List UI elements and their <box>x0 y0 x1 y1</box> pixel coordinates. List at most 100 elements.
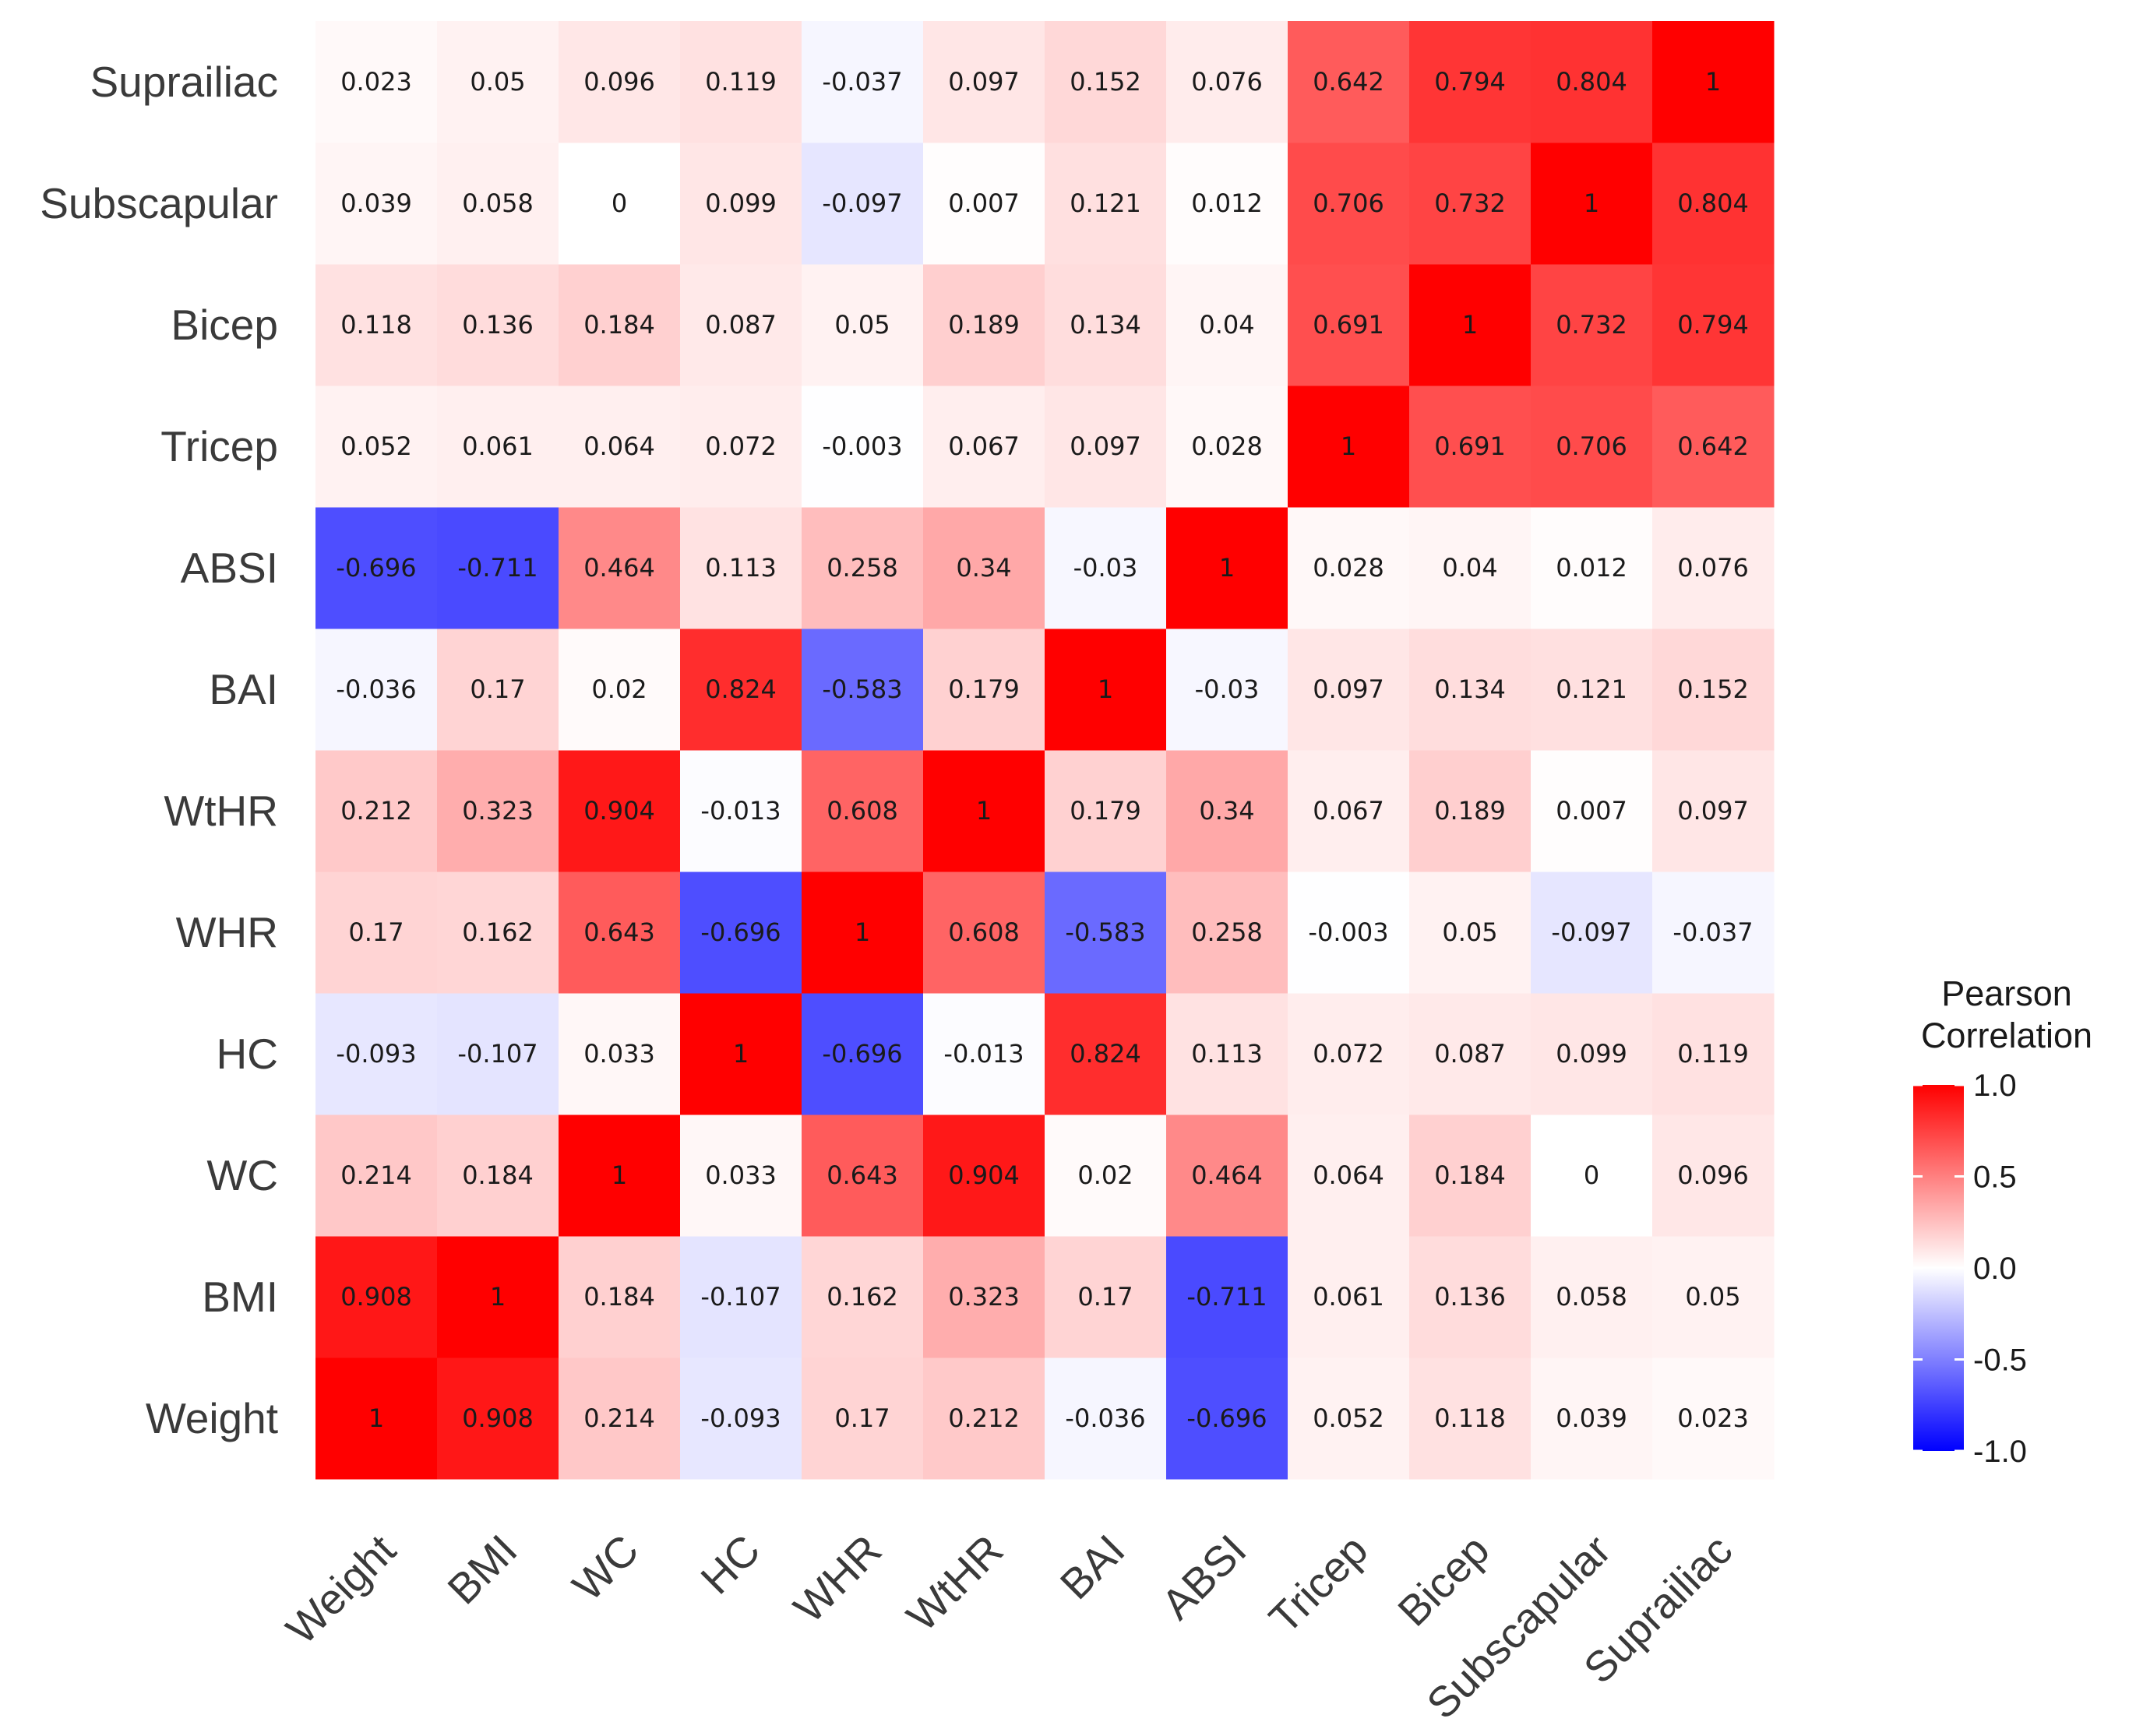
cell-value-label: -0.037 <box>1673 917 1753 947</box>
heatmap-cell <box>1409 386 1532 508</box>
y-tick-label: WHR <box>176 908 278 956</box>
heatmap-cell <box>437 386 559 508</box>
cell-value-label: -0.696 <box>822 1039 902 1069</box>
cell-value-label: 0.061 <box>462 431 534 461</box>
heatmap-cell <box>559 21 681 143</box>
heatmap-cell <box>315 750 438 872</box>
cell-value-label: 0.184 <box>1434 1160 1506 1190</box>
heatmap-cell <box>923 507 1045 629</box>
heatmap-cell <box>923 143 1045 265</box>
heatmap-cell <box>1652 993 1775 1115</box>
heatmap-cell <box>1409 1357 1532 1480</box>
heatmap-cell <box>1652 1236 1775 1358</box>
cell-value-label: 0.643 <box>827 1160 898 1190</box>
cell-value-label: 0.05 <box>470 67 525 97</box>
heatmap-cell <box>437 993 559 1115</box>
heatmap-cell <box>315 386 438 508</box>
cell-value-label: 0.119 <box>705 67 777 97</box>
heatmap-cell <box>680 750 802 872</box>
cell-value-label: 0.012 <box>1556 553 1627 583</box>
x-tick-label: WHR <box>784 1526 891 1632</box>
cell-value-label: 0.643 <box>583 917 655 947</box>
cell-value-label: 0.023 <box>340 67 412 97</box>
heatmap-cell <box>802 629 924 751</box>
cell-value-label: 0.824 <box>705 674 777 704</box>
heatmap-cell <box>680 21 802 143</box>
heatmap-cell <box>680 993 802 1115</box>
y-tick-label: Bicep <box>171 301 278 349</box>
heatmap-cell <box>802 264 924 386</box>
cell-value-label: 0.17 <box>834 1403 890 1433</box>
cell-value-label: 0.642 <box>1313 67 1384 97</box>
cell-value-label: 0.058 <box>1556 1282 1627 1312</box>
cell-value-label: 0.732 <box>1556 310 1627 340</box>
cell-value-label: 0.214 <box>340 1160 412 1190</box>
cell-value-label: 1 <box>1098 674 1113 704</box>
heatmap-cell <box>315 1236 438 1358</box>
heatmap-cell <box>1288 629 1410 751</box>
cell-value-label: 0.023 <box>1677 1403 1749 1433</box>
cell-value-label: 0.323 <box>948 1282 1020 1312</box>
cell-value-label: -0.093 <box>700 1403 781 1433</box>
cell-value-label: 0.34 <box>1199 796 1254 826</box>
cell-value-label: 0.076 <box>1677 553 1749 583</box>
legend-tick-label: -0.5 <box>1973 1343 2027 1378</box>
cell-value-label: 0.608 <box>948 917 1020 947</box>
heatmap-cell <box>923 1114 1045 1237</box>
heatmap-cell <box>1531 1357 1653 1480</box>
cell-value-label: 0.691 <box>1313 310 1384 340</box>
cell-value-label: 0.118 <box>1434 1403 1506 1433</box>
cell-value-label: 0.794 <box>1677 310 1749 340</box>
heatmap-cell <box>1045 750 1167 872</box>
heatmap-cell <box>923 872 1045 994</box>
heatmap-cell <box>1166 1236 1288 1358</box>
y-tick-label: WtHR <box>164 787 278 835</box>
cell-value-label: -0.696 <box>336 553 416 583</box>
heatmap-cell <box>1166 1357 1288 1480</box>
cell-value-label: 1 <box>612 1160 627 1190</box>
heatmap-cell <box>315 1114 438 1237</box>
heatmap-cell <box>1288 993 1410 1115</box>
cell-value-label: 0.824 <box>1070 1039 1141 1069</box>
cell-value-label: 0.642 <box>1677 431 1749 461</box>
cell-value-label: 0.162 <box>462 917 534 947</box>
cell-value-label: -0.583 <box>1065 917 1145 947</box>
y-tick-label: BMI <box>202 1273 278 1321</box>
y-tick-label: ABSI <box>181 544 278 592</box>
cell-value-label: 0.134 <box>1070 310 1141 340</box>
heatmap-cell <box>1288 1236 1410 1358</box>
cell-value-label: 0.732 <box>1434 188 1506 218</box>
heatmap-cell <box>1045 1236 1167 1358</box>
cell-value-label: 0.134 <box>1434 674 1506 704</box>
cell-value-label: 0.052 <box>340 431 412 461</box>
cell-value-label: 1 <box>490 1282 506 1312</box>
cell-value-label: -0.696 <box>700 917 781 947</box>
x-tick-label: BMI <box>439 1526 527 1614</box>
heatmap-cell <box>802 1114 924 1237</box>
heatmap-cell <box>559 1357 681 1480</box>
heatmap-cell <box>1531 143 1653 265</box>
heatmap-cell <box>802 872 924 994</box>
cell-value-label: 0.097 <box>1677 796 1749 826</box>
x-tick-label: ABSI <box>1152 1526 1255 1629</box>
cell-value-label: 0.212 <box>340 796 412 826</box>
heatmap-cell <box>923 21 1045 143</box>
heatmap-cell <box>1652 629 1775 751</box>
heatmap-cell <box>1045 264 1167 386</box>
heatmap-cell <box>1166 993 1288 1115</box>
heatmap-cell <box>680 264 802 386</box>
heatmap-cell <box>1409 629 1532 751</box>
heatmap-cell <box>923 993 1045 1115</box>
heatmap-cell <box>802 386 924 508</box>
cell-value-label: 0.179 <box>948 674 1020 704</box>
cell-value-label: 0.067 <box>1313 796 1384 826</box>
heatmap-cell <box>802 750 924 872</box>
heatmap-cell <box>315 143 438 265</box>
x-tick-label: Tricep <box>1260 1526 1376 1643</box>
cell-value-label: 0.033 <box>705 1160 777 1190</box>
heatmap-cell <box>1652 143 1775 265</box>
heatmap-cell <box>437 143 559 265</box>
heatmap-cell <box>315 507 438 629</box>
